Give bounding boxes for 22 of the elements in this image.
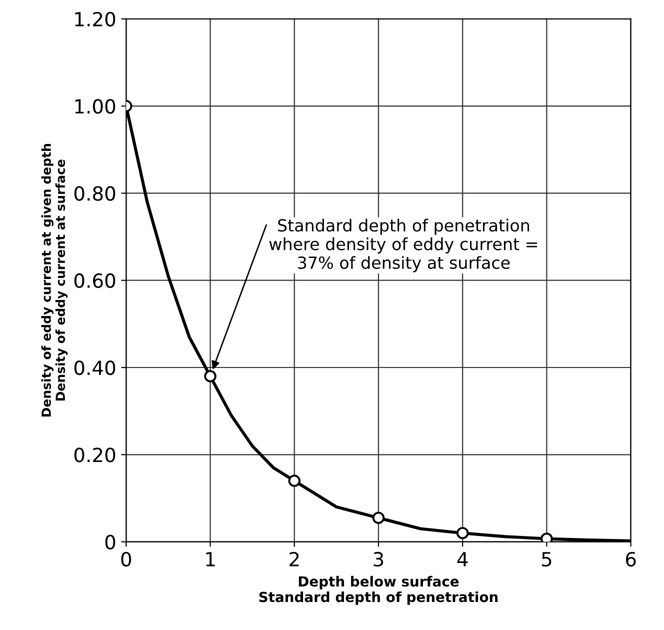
x-tick-label: 4 xyxy=(457,552,468,566)
y-tick-label: 0.20 xyxy=(74,448,116,462)
y-tick-label: 0.80 xyxy=(74,186,116,201)
point xyxy=(372,512,385,524)
x-tick-label: 6 xyxy=(626,552,636,567)
point xyxy=(288,474,300,487)
y-tick-label: 0.40 xyxy=(74,360,116,376)
y-tick-label: 0.60 xyxy=(74,273,116,288)
x-tick-label: 0 xyxy=(121,552,132,567)
x-tick-label: 5 xyxy=(542,552,552,567)
point xyxy=(540,532,553,542)
point xyxy=(456,526,469,540)
point xyxy=(204,370,216,382)
x-axis-title: Depth below surface Standard depth of penetration xyxy=(259,576,498,605)
x-tick-label: 2 xyxy=(290,552,299,566)
x-tick-label: 1 xyxy=(206,552,215,566)
y-tick-label: 0 xyxy=(105,534,116,550)
annotation: Standard depth of penetration where density of eddy current = 37% of density at surface xyxy=(269,218,538,272)
x-tick-label: 3 xyxy=(374,552,384,567)
y-tick-label: 1.00 xyxy=(75,99,116,114)
y-axis-title: Density of eddy current at given depth Density of eddy current at surface xyxy=(41,144,68,417)
y-tick-label: 1.20 xyxy=(75,12,116,27)
